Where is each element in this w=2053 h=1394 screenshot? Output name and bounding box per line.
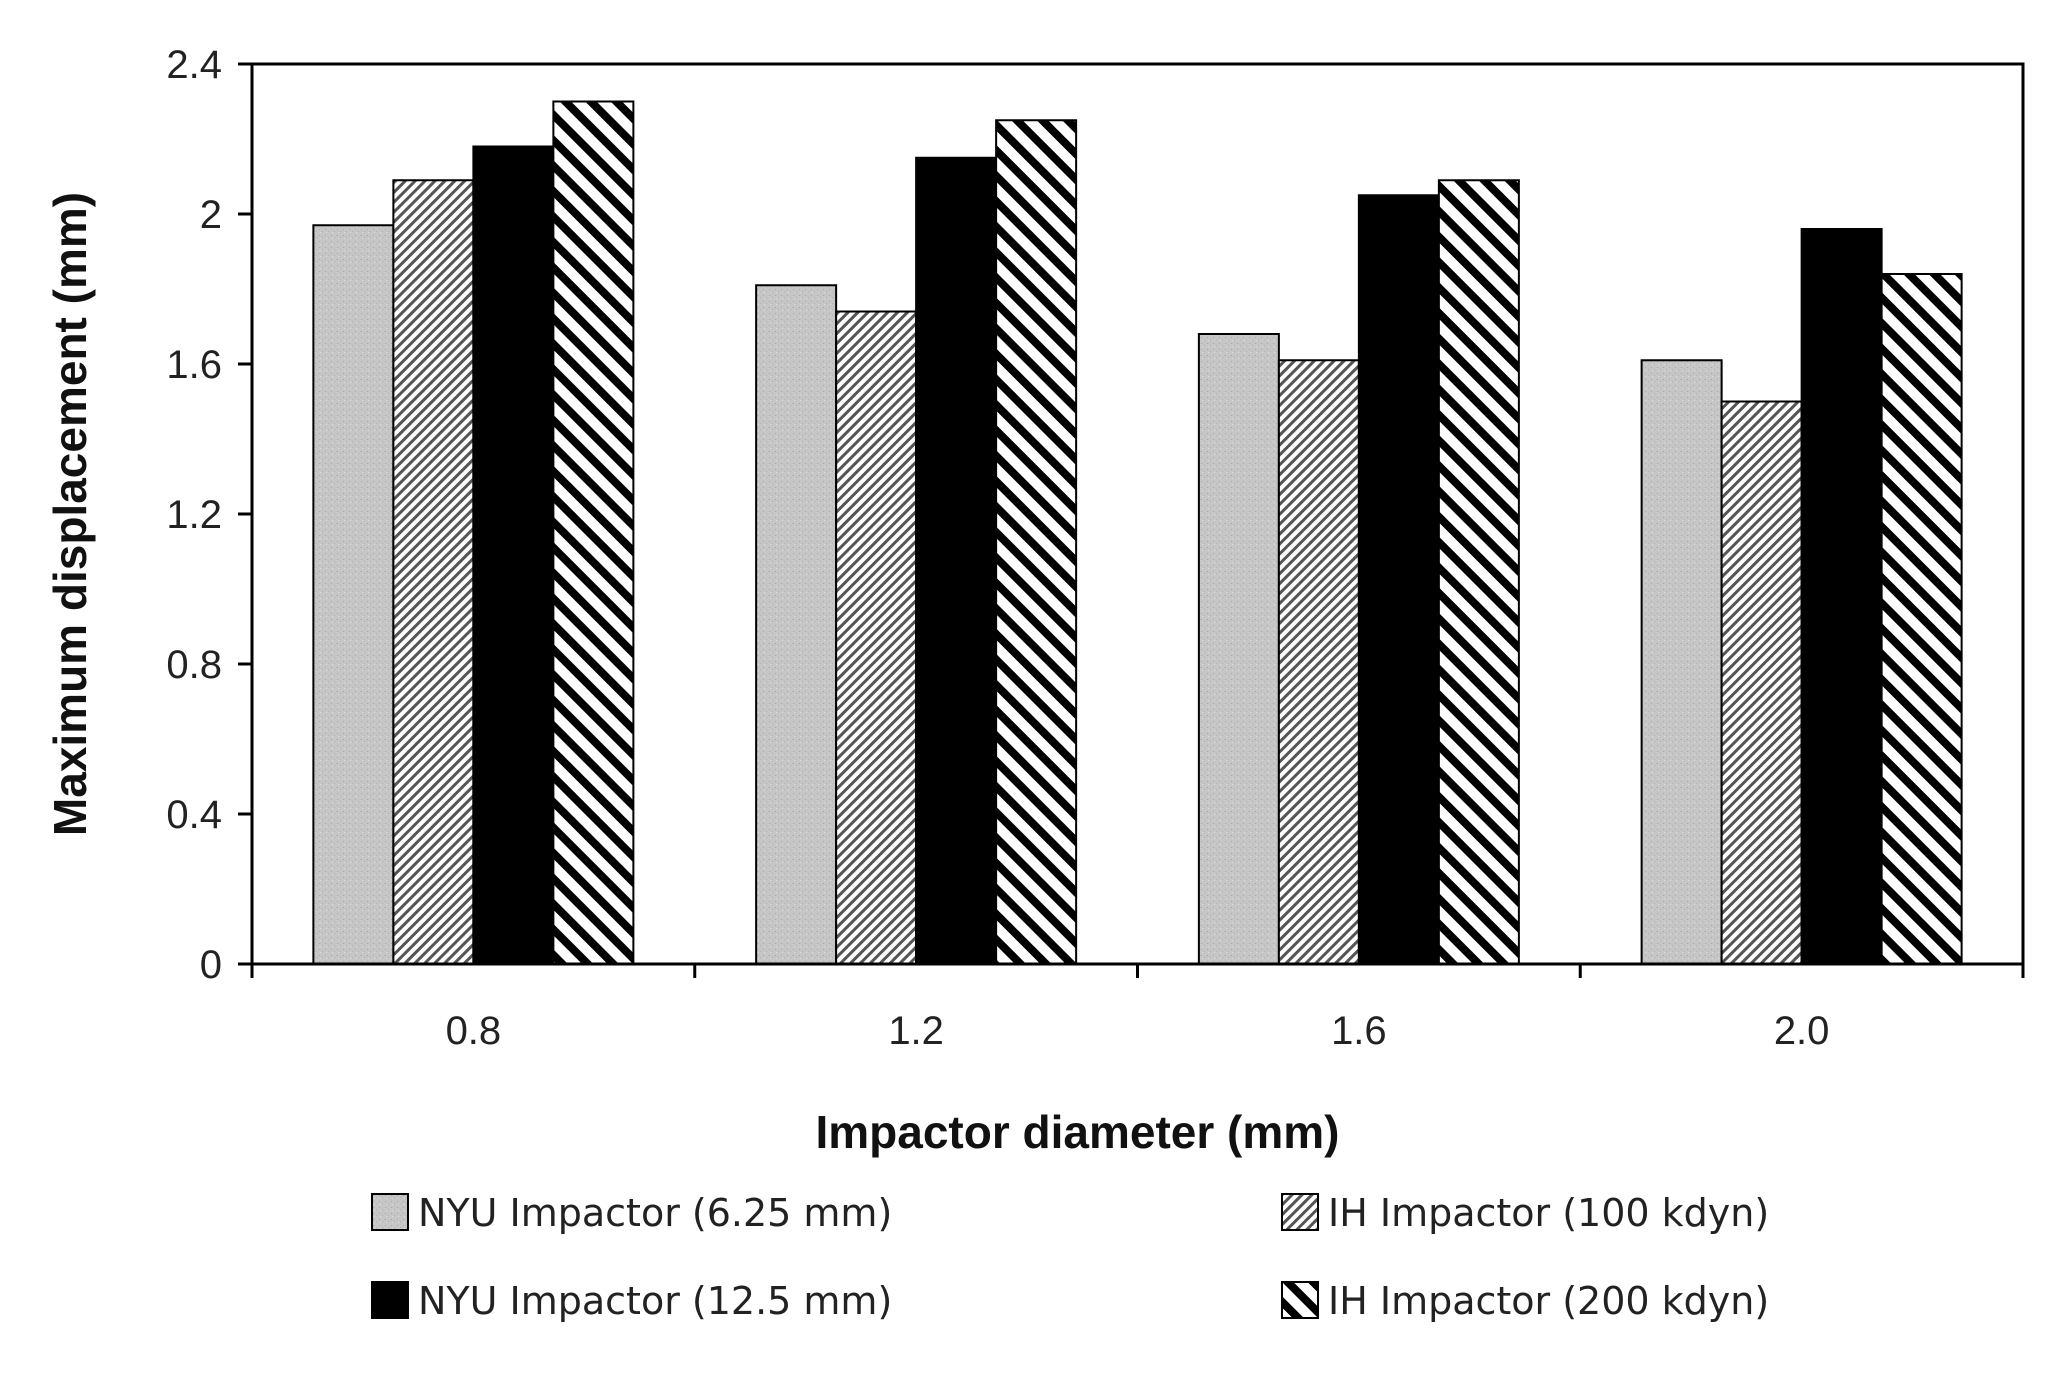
y-tick-label: 0.8 [166, 643, 222, 687]
x-tick-label: 1.2 [888, 1009, 944, 1053]
legend-label-nyu-12-5: NYU Impactor (12.5 mm) [418, 1279, 892, 1323]
y-tick-label: 0.4 [166, 793, 222, 837]
x-axis-title: Impactor diameter (mm) [815, 1106, 1339, 1158]
legend-label-ih-200: IH Impactor (200 kdyn) [1328, 1279, 1769, 1323]
legend-swatch-ih-100 [1281, 1193, 1319, 1231]
legend-item: IH Impactor (100 kdyn) [1281, 1191, 1769, 1235]
legend-swatch-nyu-6-25 [371, 1193, 409, 1231]
bar-nyu-impactor-12-5-mm-1-2 [915, 156, 998, 965]
y-axis-title: Maximum displacement (mm) [44, 192, 96, 836]
y-tick-label: 2.4 [166, 43, 222, 87]
bar-nyu-impactor-12-5-mm-0-8 [472, 145, 555, 965]
bar-nyu-impactor-6-25-mm-0-8 [312, 224, 395, 965]
bar-ih-impactor-100-kdyn-1-6 [1277, 359, 1360, 965]
legend-item: NYU Impactor (6.25 mm) [371, 1191, 892, 1235]
legend-label-nyu-6-25: NYU Impactor (6.25 mm) [418, 1191, 892, 1235]
bar-nyu-impactor-12-5-mm-2-0 [1800, 228, 1883, 965]
y-tick-label: 0 [200, 943, 222, 987]
bar-ih-impactor-200-kdyn-1-2 [995, 119, 1078, 965]
bar-ih-impactor-100-kdyn-2-0 [1720, 400, 1803, 965]
bar-ih-impactor-100-kdyn-1-2 [835, 310, 918, 965]
x-tick-label: 0.8 [446, 1009, 502, 1053]
legend-item: NYU Impactor (12.5 mm) [371, 1279, 892, 1323]
legend-swatch-ih-200 [1281, 1281, 1319, 1319]
bar-ih-impactor-100-kdyn-0-8 [392, 179, 475, 965]
x-tick-label: 1.6 [1331, 1009, 1387, 1053]
legend-swatch-nyu-12-5 [371, 1281, 409, 1319]
bar-ih-impactor-200-kdyn-2-0 [1880, 273, 1963, 965]
y-tick-label: 1.6 [166, 343, 222, 387]
legend-item: IH Impactor (200 kdyn) [1281, 1279, 1769, 1323]
bar-nyu-impactor-6-25-mm-2-0 [1640, 359, 1723, 965]
x-tick-label: 2.0 [1774, 1009, 1830, 1053]
bar-nyu-impactor-12-5-mm-1-6 [1357, 194, 1440, 965]
y-tick-label: 2 [200, 193, 222, 237]
bar-nyu-impactor-6-25-mm-1-6 [1197, 333, 1280, 965]
legend-label-ih-100: IH Impactor (100 kdyn) [1328, 1191, 1769, 1235]
plot-area-border [250, 62, 2025, 966]
bar-ih-impactor-200-kdyn-1-6 [1437, 179, 1520, 965]
bar-ih-impactor-200-kdyn-0-8 [552, 100, 635, 965]
bar-nyu-impactor-6-25-mm-1-2 [755, 284, 838, 965]
y-tick-label: 1.2 [166, 493, 222, 537]
legend: NYU Impactor (6.25 mm) IH Impactor (100 … [371, 1191, 1769, 1323]
